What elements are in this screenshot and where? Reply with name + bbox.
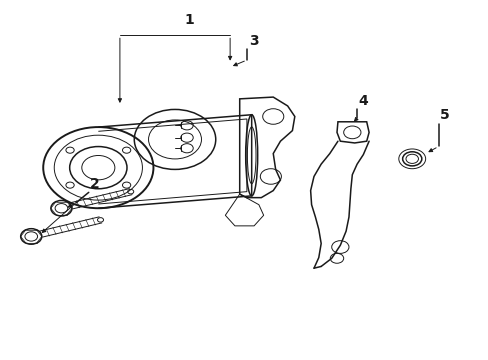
Text: 2: 2 bbox=[90, 177, 100, 191]
Text: 5: 5 bbox=[439, 108, 449, 122]
Text: 4: 4 bbox=[358, 94, 367, 108]
Text: 3: 3 bbox=[249, 34, 258, 48]
Text: 1: 1 bbox=[184, 13, 194, 27]
